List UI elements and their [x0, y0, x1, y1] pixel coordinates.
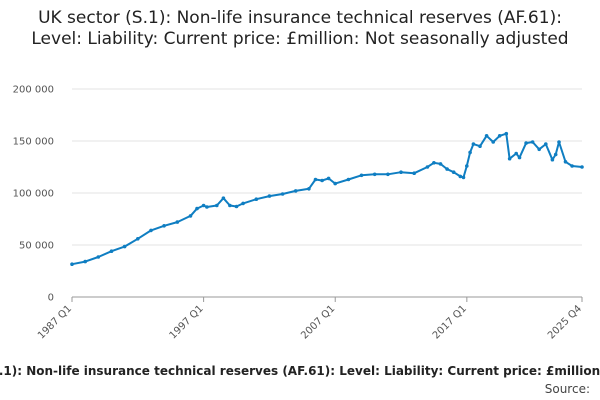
data-point	[162, 224, 166, 228]
chart-title: UK sector (S.1): Non-life insurance tech…	[31, 8, 569, 49]
data-point	[386, 172, 390, 177]
data-point	[254, 197, 259, 201]
data-point	[563, 160, 568, 164]
data-point	[570, 164, 574, 168]
data-point	[514, 151, 518, 156]
data-point	[557, 140, 561, 144]
data-point	[504, 131, 509, 136]
data-point	[293, 189, 298, 193]
source-label: Source:	[544, 382, 590, 396]
legend: UK sector (S.1): Non-life insurance tech…	[0, 364, 600, 382]
data-point	[484, 134, 489, 138]
y-axis: 0 50 000 100 000 150 000 200 000	[13, 85, 54, 304]
data-point	[326, 176, 331, 181]
data-point	[228, 203, 232, 208]
data-point	[432, 161, 436, 165]
data-point	[70, 262, 74, 267]
y-tick-label: 100 000	[13, 189, 54, 200]
data-point	[201, 203, 206, 208]
x-axis: 1987 Q1 1997 Q1 2007 Q1 2017 Q1 2025 Q4	[36, 297, 584, 341]
data-point	[461, 175, 466, 180]
data-point	[346, 177, 351, 182]
data-point	[468, 150, 472, 155]
data-point	[359, 173, 364, 178]
data-point	[188, 214, 193, 218]
data-point	[537, 147, 541, 152]
data-point	[109, 249, 114, 253]
data-point	[425, 165, 430, 169]
data-point	[136, 237, 140, 241]
x-tick-label: 2007 Q1	[299, 303, 337, 341]
data-point	[507, 156, 512, 161]
data-point	[471, 142, 476, 146]
data-point	[195, 206, 199, 211]
y-tick-label: 150 000	[13, 137, 54, 148]
data-point	[438, 162, 443, 166]
y-tick-label: 200 000	[13, 85, 54, 96]
data-point	[491, 140, 496, 144]
series-layer	[70, 131, 584, 267]
legend-entry: UK sector (S.1): Non-life insurance tech…	[0, 364, 600, 378]
data-point	[96, 255, 101, 259]
data-point	[307, 187, 311, 191]
x-tick-label: 2017 Q1	[431, 303, 469, 341]
data-point	[175, 220, 180, 224]
data-point	[553, 152, 558, 157]
data-point	[205, 205, 209, 209]
x-tick-label: 2025 Q4	[546, 303, 584, 341]
gridlines	[72, 88, 582, 298]
data-point	[550, 157, 555, 162]
data-point	[399, 170, 403, 174]
data-point	[83, 259, 87, 264]
data-point	[333, 181, 338, 186]
data-point	[544, 142, 548, 146]
data-point	[412, 171, 417, 175]
data-point	[280, 192, 285, 196]
data-point	[267, 194, 272, 198]
data-point	[580, 165, 584, 169]
data-point	[478, 144, 482, 148]
data-point	[320, 178, 324, 183]
data-point	[221, 196, 226, 200]
y-tick-label: 50 000	[19, 241, 54, 252]
data-point	[234, 204, 239, 209]
data-point	[517, 155, 522, 160]
y-tick-label: 0	[48, 293, 54, 304]
data-point	[122, 244, 127, 249]
x-tick-label: 1997 Q1	[168, 303, 206, 341]
data-point	[241, 201, 245, 206]
data-point	[445, 167, 449, 171]
data-point	[215, 203, 219, 208]
data-point	[465, 164, 469, 168]
data-point	[497, 134, 502, 138]
data-point	[524, 141, 528, 145]
data-point	[530, 140, 535, 144]
x-tick-label: 1987 Q1	[36, 303, 74, 341]
data-point	[313, 177, 318, 182]
data-point	[451, 170, 456, 174]
data-point	[149, 228, 153, 233]
data-point	[458, 174, 463, 179]
data-point	[372, 172, 377, 177]
